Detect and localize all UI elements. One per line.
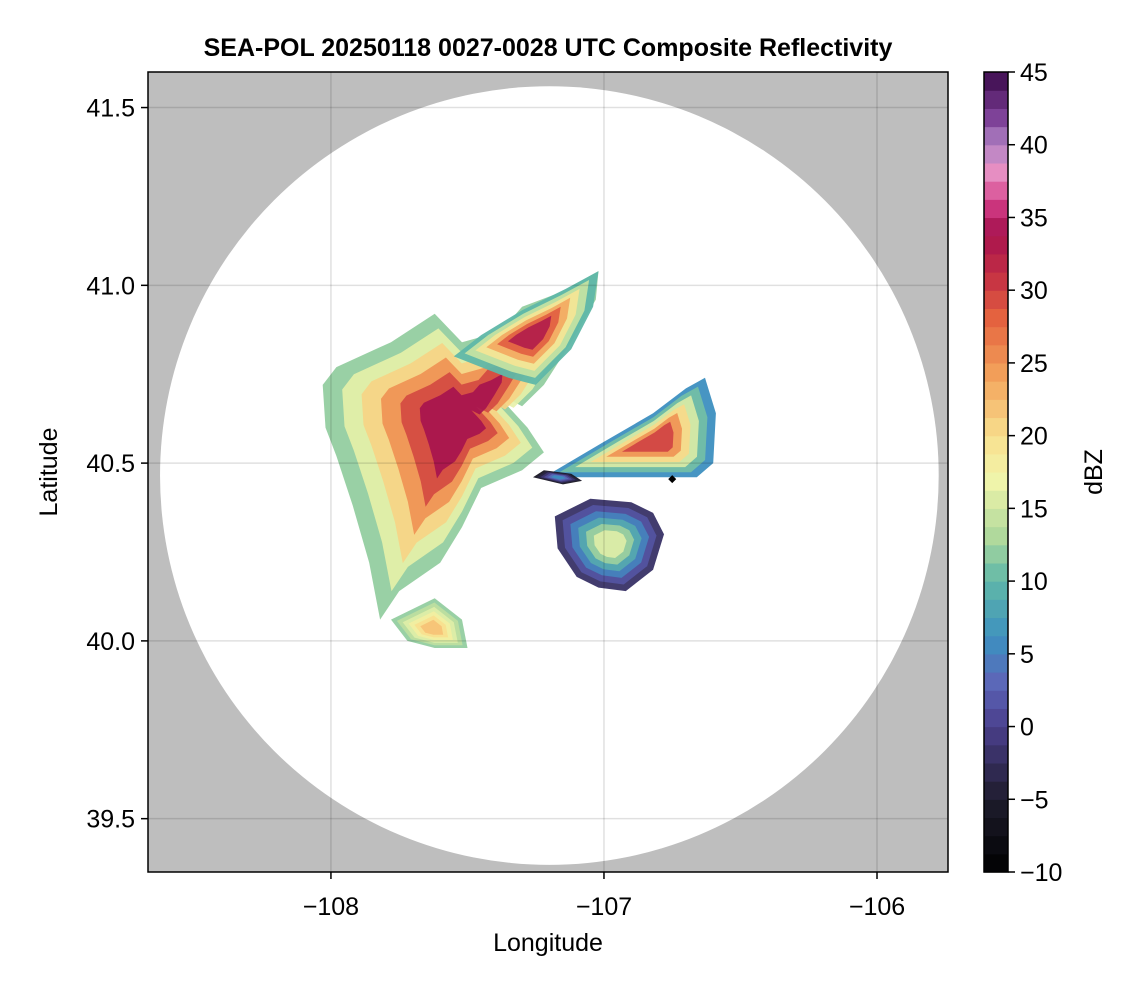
echo-layer-5 bbox=[420, 619, 444, 635]
echo-region-southeast-cell bbox=[554, 498, 664, 592]
colorbar-segment bbox=[984, 308, 1008, 328]
colorbar-segment bbox=[984, 490, 1008, 509]
y-tick-label: 41.0 bbox=[86, 272, 135, 300]
colorbar-segment bbox=[984, 126, 1008, 146]
colorbar-tick-label: −5 bbox=[1020, 786, 1049, 814]
colorbar-segment bbox=[984, 526, 1008, 546]
x-axis: −108 −107 −106 bbox=[303, 872, 905, 921]
colorbar-segment bbox=[984, 544, 1008, 564]
radar-site-marker bbox=[668, 475, 677, 484]
grid-lines bbox=[148, 72, 948, 872]
colorbar-segment bbox=[984, 199, 1008, 219]
colorbar-segment bbox=[984, 453, 1008, 473]
colorbar-segment bbox=[984, 417, 1008, 437]
colorbar-tick-label: 25 bbox=[1020, 350, 1048, 378]
colorbar-segment bbox=[984, 708, 1008, 728]
colorbar-segment bbox=[984, 181, 1008, 200]
colorbar-segment bbox=[984, 253, 1008, 273]
colorbar-segment bbox=[984, 762, 1008, 782]
colorbar-segment bbox=[984, 690, 1008, 709]
colorbar-segment bbox=[984, 381, 1008, 400]
colorbar-segment bbox=[984, 435, 1008, 455]
plot-area bbox=[148, 72, 948, 872]
colorbar-tick-label: 20 bbox=[1020, 423, 1048, 451]
y-tick-label: 41.5 bbox=[86, 95, 135, 123]
colorbar-tick-label: 45 bbox=[1020, 59, 1048, 87]
colorbar-segment bbox=[984, 672, 1008, 691]
colorbar-segment bbox=[984, 72, 1008, 91]
echo-region-southwest-fragments bbox=[391, 598, 468, 648]
x-axis-label: Longitude bbox=[493, 929, 603, 957]
colorbar-segment bbox=[984, 90, 1008, 109]
x-tick-label: −106 bbox=[849, 893, 905, 921]
colorbar-tick-label: 15 bbox=[1020, 495, 1048, 523]
x-tick-label: −108 bbox=[303, 893, 359, 921]
colorbar-segment bbox=[984, 162, 1008, 182]
colorbar-axis: −10 −5 0 5 10 15 20 25 30 35 40 45 bbox=[1008, 59, 1062, 887]
colorbar-segment bbox=[984, 635, 1008, 655]
echo-layer-5 bbox=[593, 530, 627, 558]
colorbar-segment bbox=[984, 362, 1008, 382]
x-tick-label: −107 bbox=[576, 893, 632, 921]
colorbar-segment bbox=[984, 472, 1008, 491]
echo-region-eastern-wedge bbox=[543, 377, 716, 478]
colorbar-tick-label: 10 bbox=[1020, 568, 1048, 596]
y-tick-label: 40.0 bbox=[86, 628, 135, 656]
y-tick-label: 40.5 bbox=[86, 450, 135, 478]
colorbar-segment bbox=[984, 508, 1008, 528]
plot-frame bbox=[147, 71, 949, 873]
colorbar-label: dBZ bbox=[1080, 449, 1108, 495]
colorbar-tick-label: 35 bbox=[1020, 204, 1048, 232]
echo-region-northern-band bbox=[453, 271, 599, 385]
y-axis: 39.5 40.0 40.5 41.0 41.5 bbox=[86, 95, 148, 834]
colorbar-segment bbox=[984, 290, 1008, 309]
colorbar-segment bbox=[984, 235, 1008, 255]
colorbar-tick-label: 0 bbox=[1020, 714, 1034, 742]
colorbar-segment bbox=[984, 835, 1008, 855]
colorbar-segment bbox=[984, 581, 1008, 600]
colorbar-segment bbox=[984, 562, 1008, 582]
colorbar-segment bbox=[984, 853, 1008, 873]
echo-layer-5 bbox=[507, 315, 552, 350]
colorbar-tick-label: 30 bbox=[1020, 277, 1048, 305]
colorbar-tick-label: 5 bbox=[1020, 641, 1034, 669]
colorbar-segment bbox=[984, 326, 1008, 346]
colorbar-segment bbox=[984, 272, 1008, 291]
y-axis-label: Latitude bbox=[35, 428, 63, 517]
colorbar-segment bbox=[984, 108, 1008, 128]
colorbar-segment bbox=[984, 344, 1008, 364]
colorbar-segment bbox=[984, 653, 1008, 673]
echo-layer-5 bbox=[550, 475, 566, 480]
colorbar-tick-label: 40 bbox=[1020, 132, 1048, 160]
colorbar-segment bbox=[984, 726, 1008, 746]
echo-layer-5 bbox=[419, 373, 503, 479]
colorbar-segment bbox=[984, 399, 1008, 419]
colorbar-segment bbox=[984, 617, 1008, 637]
colorbar-segment bbox=[984, 781, 1008, 800]
colorbar-segment bbox=[984, 599, 1008, 619]
colorbar-segment bbox=[984, 217, 1008, 237]
reflectivity-echoes bbox=[322, 271, 716, 648]
echo-region-near-radar-weak-echo bbox=[533, 470, 583, 485]
chart-title: SEA-POL 20250118 0027-0028 UTC Composite… bbox=[204, 34, 893, 62]
colorbar-segment bbox=[984, 817, 1008, 837]
colorbar-segment bbox=[984, 144, 1008, 164]
colorbar-segment bbox=[984, 799, 1008, 819]
echo-layer-5 bbox=[621, 421, 674, 452]
colorbar-tick-label: −10 bbox=[1020, 859, 1062, 887]
colorbar bbox=[983, 71, 1009, 873]
colorbar-frame bbox=[983, 71, 1009, 873]
y-tick-label: 39.5 bbox=[86, 806, 135, 834]
colorbar-segment bbox=[984, 744, 1008, 764]
